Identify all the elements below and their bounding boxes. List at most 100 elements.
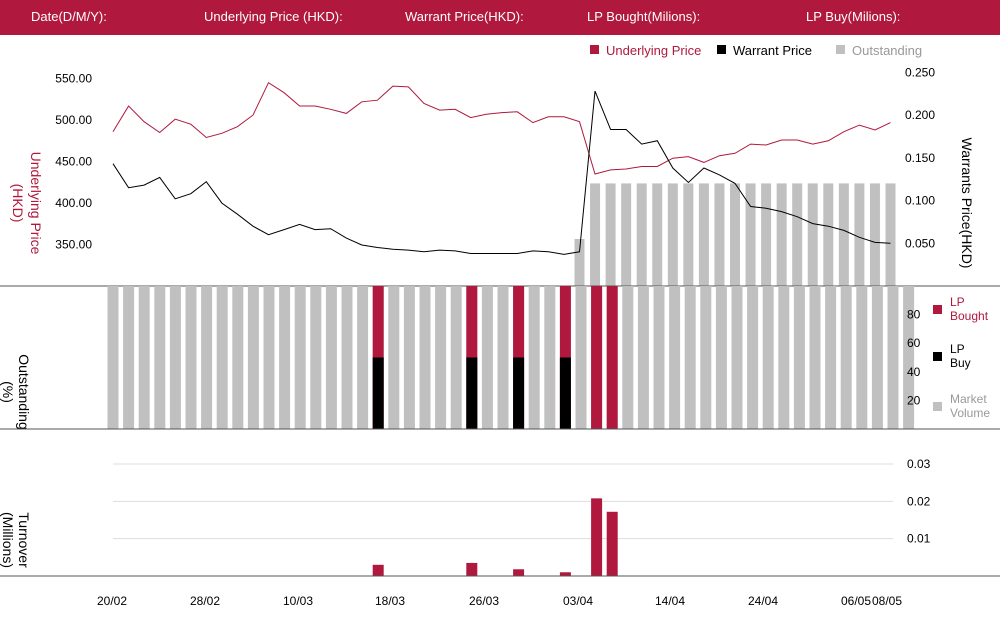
market-volume-bar — [450, 286, 462, 429]
market-volume-bar — [871, 286, 883, 429]
right-tick-label: 0.050 — [905, 236, 935, 250]
left-tick-label: 500.00 — [55, 113, 92, 127]
market-volume-bar — [793, 286, 805, 429]
market-volume-bar — [341, 286, 353, 429]
outstanding-bar — [885, 183, 896, 286]
market-volume-bar — [731, 286, 743, 429]
outstanding-bar — [792, 183, 803, 286]
outstanding-bar — [745, 183, 756, 286]
outstanding-bar — [621, 183, 632, 286]
right-axis-title: Warrants Price(HKD) — [959, 138, 975, 269]
market-volume-bar — [294, 286, 306, 429]
market-volume-bar — [169, 286, 181, 429]
outstanding-bar — [869, 183, 880, 286]
market-volume-bar — [778, 286, 790, 429]
market-volume-bar — [154, 286, 166, 429]
x-tick-label: 14/04 — [655, 594, 685, 608]
lp-bought-bar — [591, 286, 603, 429]
market-volume-bar — [669, 286, 681, 429]
right-tick-label: 0.150 — [905, 151, 935, 165]
left-axis-title: Underlying Price — [28, 152, 44, 255]
warrant-price-label: Warrant Price(HKD): — [405, 9, 524, 24]
turnover-bar — [559, 572, 571, 576]
outstanding-tick-label: 60 — [907, 336, 921, 350]
x-tick-label: 20/02 — [97, 594, 127, 608]
turnover-bar — [466, 562, 478, 576]
outstanding-legend-label-2: Market — [950, 392, 987, 406]
market-volume-bar — [201, 286, 213, 429]
market-volume-bar — [700, 286, 712, 429]
x-tick-label: 24/04 — [748, 594, 778, 608]
market-volume-bar — [840, 286, 852, 429]
x-tick-label: 10/03 — [283, 594, 313, 608]
market-volume-bar — [544, 286, 556, 429]
turnover-tick-label: 0.01 — [907, 532, 931, 546]
outstanding-bar — [636, 183, 647, 286]
outstanding-legend-label-0: LP — [950, 295, 965, 309]
outstanding-axis-unit: (%) — [0, 381, 16, 403]
market-volume-bar — [762, 286, 774, 429]
turnover-bar — [591, 498, 603, 576]
turnover-axis-unit: (Millions) — [0, 512, 16, 568]
right-tick-label: 0.250 — [905, 65, 935, 79]
market-volume-bar — [903, 286, 915, 429]
left-tick-label: 350.00 — [55, 238, 92, 252]
date-label: Date(D/M/Y): — [31, 9, 107, 24]
outstanding-bar — [605, 183, 616, 286]
outstanding-legend-swatch-2 — [933, 402, 942, 411]
market-volume-bar — [325, 286, 337, 429]
x-tick-label: 28/02 — [190, 594, 220, 608]
market-volume-bar — [310, 286, 322, 429]
market-volume-bar — [388, 286, 400, 429]
market-volume-bar — [809, 286, 821, 429]
outstanding-legend-label-2-line2: Volume — [950, 406, 990, 420]
outstanding-legend-label-0-line2: Bought — [950, 309, 989, 323]
lp-buy-bar — [372, 357, 384, 429]
right-tick-label: 0.200 — [905, 108, 935, 122]
market-volume-bar — [528, 286, 540, 429]
outstanding-bar — [854, 183, 865, 286]
market-volume-bar — [247, 286, 259, 429]
market-volume-bar — [653, 286, 665, 429]
outstanding-tick-label: 80 — [907, 308, 921, 322]
outstanding-legend-label-1: LP — [950, 342, 965, 356]
market-volume-bar — [637, 286, 649, 429]
market-volume-bar — [232, 286, 244, 429]
market-volume-bar — [481, 286, 493, 429]
lp-bought-bar — [606, 286, 618, 429]
outstanding-bar — [838, 183, 849, 286]
market-volume-bar — [138, 286, 150, 429]
left-tick-label: 400.00 — [55, 196, 92, 210]
underlying-price-line — [112, 81, 891, 175]
outstanding-bar — [683, 183, 694, 286]
info-header: Date(D/M/Y): Underlying Price (HKD): War… — [0, 0, 1000, 35]
market-volume-bar — [185, 286, 197, 429]
outstanding-legend-swatch-0 — [933, 305, 942, 314]
outstanding-bar — [807, 183, 818, 286]
market-volume-bar — [279, 286, 291, 429]
outstanding-bar — [590, 183, 601, 286]
market-volume-bar — [684, 286, 696, 429]
turnover-bar — [372, 564, 384, 576]
legend-label-0: Underlying Price — [606, 43, 701, 58]
outstanding-bar — [574, 238, 585, 286]
market-volume-bar — [497, 286, 509, 429]
market-volume-bar — [622, 286, 634, 429]
lp-buy-bar — [513, 357, 525, 429]
lp-buy-label: LP Buy(Milions): — [806, 9, 901, 24]
legend-swatch-1 — [717, 45, 726, 54]
legend-swatch-2 — [836, 45, 845, 54]
market-volume-bar — [747, 286, 759, 429]
turnover-axis-title: Turnover — [16, 512, 32, 568]
outstanding-bar — [698, 183, 709, 286]
outstanding-bar — [776, 183, 787, 286]
right-tick-label: 0.100 — [905, 194, 935, 208]
warrant-chart: Underlying Price Warrant Price Outstanding… — [0, 43, 1000, 608]
outstanding-legend-label-1-line2: Buy — [950, 356, 971, 370]
left-tick-label: 450.00 — [55, 155, 92, 169]
turnover-bar — [606, 511, 618, 576]
market-volume-bar — [575, 286, 587, 429]
market-volume-bar — [825, 286, 837, 429]
market-volume-bar — [419, 286, 431, 429]
market-volume-bar — [263, 286, 275, 429]
